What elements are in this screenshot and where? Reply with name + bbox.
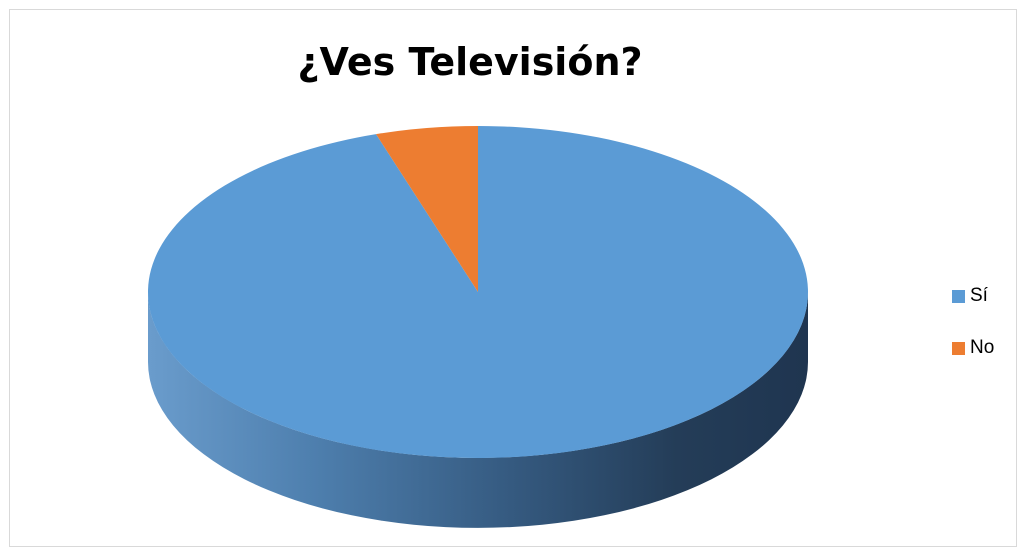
pie-rim: [148, 292, 808, 528]
legend-label-no: No: [970, 337, 995, 358]
legend-label-si: Sí: [970, 285, 988, 306]
pie-side: [148, 292, 808, 528]
chart-title: ¿Ves Televisión?: [297, 40, 643, 84]
pie-top: [147, 126, 808, 458]
legend-item-si: Sí: [952, 285, 994, 307]
legend: Sí No: [952, 285, 994, 389]
legend-item-no: No: [952, 337, 994, 359]
legend-swatch-no: [952, 341, 965, 355]
pie-slice-no: [376, 126, 478, 292]
legend-swatch-si: [952, 289, 965, 303]
